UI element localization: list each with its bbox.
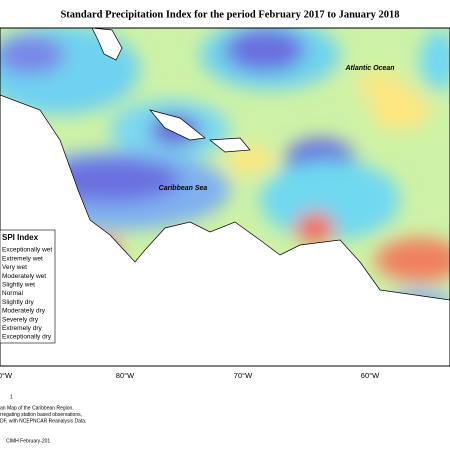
- legend-item: Normal: [2, 290, 24, 297]
- footer: an Map of the Caribbean Region.rregating…: [0, 405, 86, 424]
- land: [0, 28, 450, 366]
- longitude-labels: 0°W 80°W 70°W 60°W: [0, 371, 380, 380]
- footer-line: rregating station based observations,: [0, 412, 82, 418]
- ocean-label: Atlantic Ocean: [344, 65, 394, 72]
- legend-item: Slightly wet: [2, 282, 35, 289]
- footer-line: an Map of the Caribbean Region.: [0, 405, 74, 411]
- longitude-label: 0°W: [0, 371, 13, 380]
- footer-marker: 1: [10, 394, 13, 400]
- longitude-label: 60°W: [361, 371, 380, 380]
- longitude-label: 70°W: [234, 371, 253, 380]
- footer-credit: CIMH February-201: [6, 438, 50, 444]
- legend-title: SPI Index: [2, 233, 39, 242]
- legend-item: Very wet: [2, 264, 27, 271]
- footer-line: DF, with NCEPNCAR Reanalysis Data.: [0, 418, 86, 424]
- map-frame: [0, 27, 450, 367]
- legend-item: Slightly dry: [2, 299, 35, 306]
- legend-item: Exceptionally dry: [2, 334, 52, 341]
- spi-field: Atlantic Ocean Caribbean Sea: [0, 28, 450, 366]
- legend-item: Extremely wet: [2, 255, 43, 262]
- legend-item: Severely dry: [2, 316, 39, 323]
- title: Standard Precipitation Index for the per…: [60, 9, 399, 20]
- legend-item: Extremely dry: [2, 325, 42, 332]
- sea-label: Caribbean Sea: [159, 185, 208, 192]
- legend-item: Moderately dry: [2, 308, 46, 315]
- legend-item: Moderately wet: [2, 273, 46, 280]
- longitude-label: 80°W: [116, 371, 135, 380]
- legend-item: Exceptionally wet: [2, 247, 52, 254]
